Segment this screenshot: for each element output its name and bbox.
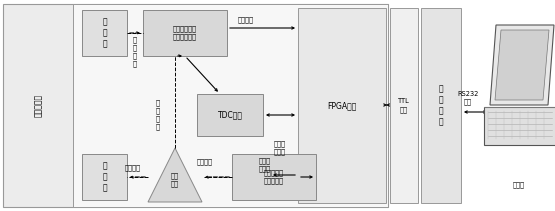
Text: 发
射
端: 发 射 端: [102, 17, 107, 49]
FancyBboxPatch shape: [298, 8, 386, 203]
Polygon shape: [148, 148, 202, 202]
FancyBboxPatch shape: [3, 4, 388, 207]
FancyBboxPatch shape: [421, 8, 461, 203]
Text: 通
讯
模
块: 通 讯 模 块: [438, 84, 443, 127]
Text: FPGA模块: FPGA模块: [327, 101, 357, 110]
Polygon shape: [490, 25, 554, 105]
Text: 激光探测器及
放大比较电路: 激光探测器及 放大比较电路: [173, 26, 197, 40]
Text: TTL
电平: TTL 电平: [398, 99, 410, 112]
Text: 激
光
信
号: 激 光 信 号: [133, 37, 137, 68]
FancyBboxPatch shape: [197, 94, 263, 136]
Text: 激光信号: 激光信号: [197, 159, 213, 165]
FancyBboxPatch shape: [73, 4, 388, 207]
Polygon shape: [495, 30, 549, 100]
Text: 脉冲驱
动信号: 脉冲驱 动信号: [259, 158, 271, 172]
Text: TDC模块: TDC模块: [218, 111, 243, 119]
Text: 激光信号: 激光信号: [125, 165, 141, 171]
Text: 激光二极管
及驱动电路: 激光二极管 及驱动电路: [264, 170, 284, 184]
FancyBboxPatch shape: [484, 107, 555, 145]
Text: 脉冲信号: 脉冲信号: [238, 16, 254, 23]
Text: 接
收
端: 接 收 端: [102, 161, 107, 193]
FancyBboxPatch shape: [232, 154, 316, 200]
Text: 分光
棱鸜: 分光 棱鸜: [171, 173, 179, 187]
FancyBboxPatch shape: [82, 154, 127, 200]
Text: 通讯控
制接口: 通讯控 制接口: [274, 141, 286, 155]
FancyBboxPatch shape: [143, 10, 227, 56]
Text: 激光测距仪: 激光测距仪: [33, 93, 43, 116]
Text: RS232
接口: RS232 接口: [457, 91, 478, 105]
FancyBboxPatch shape: [390, 8, 418, 203]
Text: 激
光
信
号: 激 光 信 号: [156, 100, 160, 130]
FancyBboxPatch shape: [82, 10, 127, 56]
Text: 上位机: 上位机: [513, 182, 525, 188]
